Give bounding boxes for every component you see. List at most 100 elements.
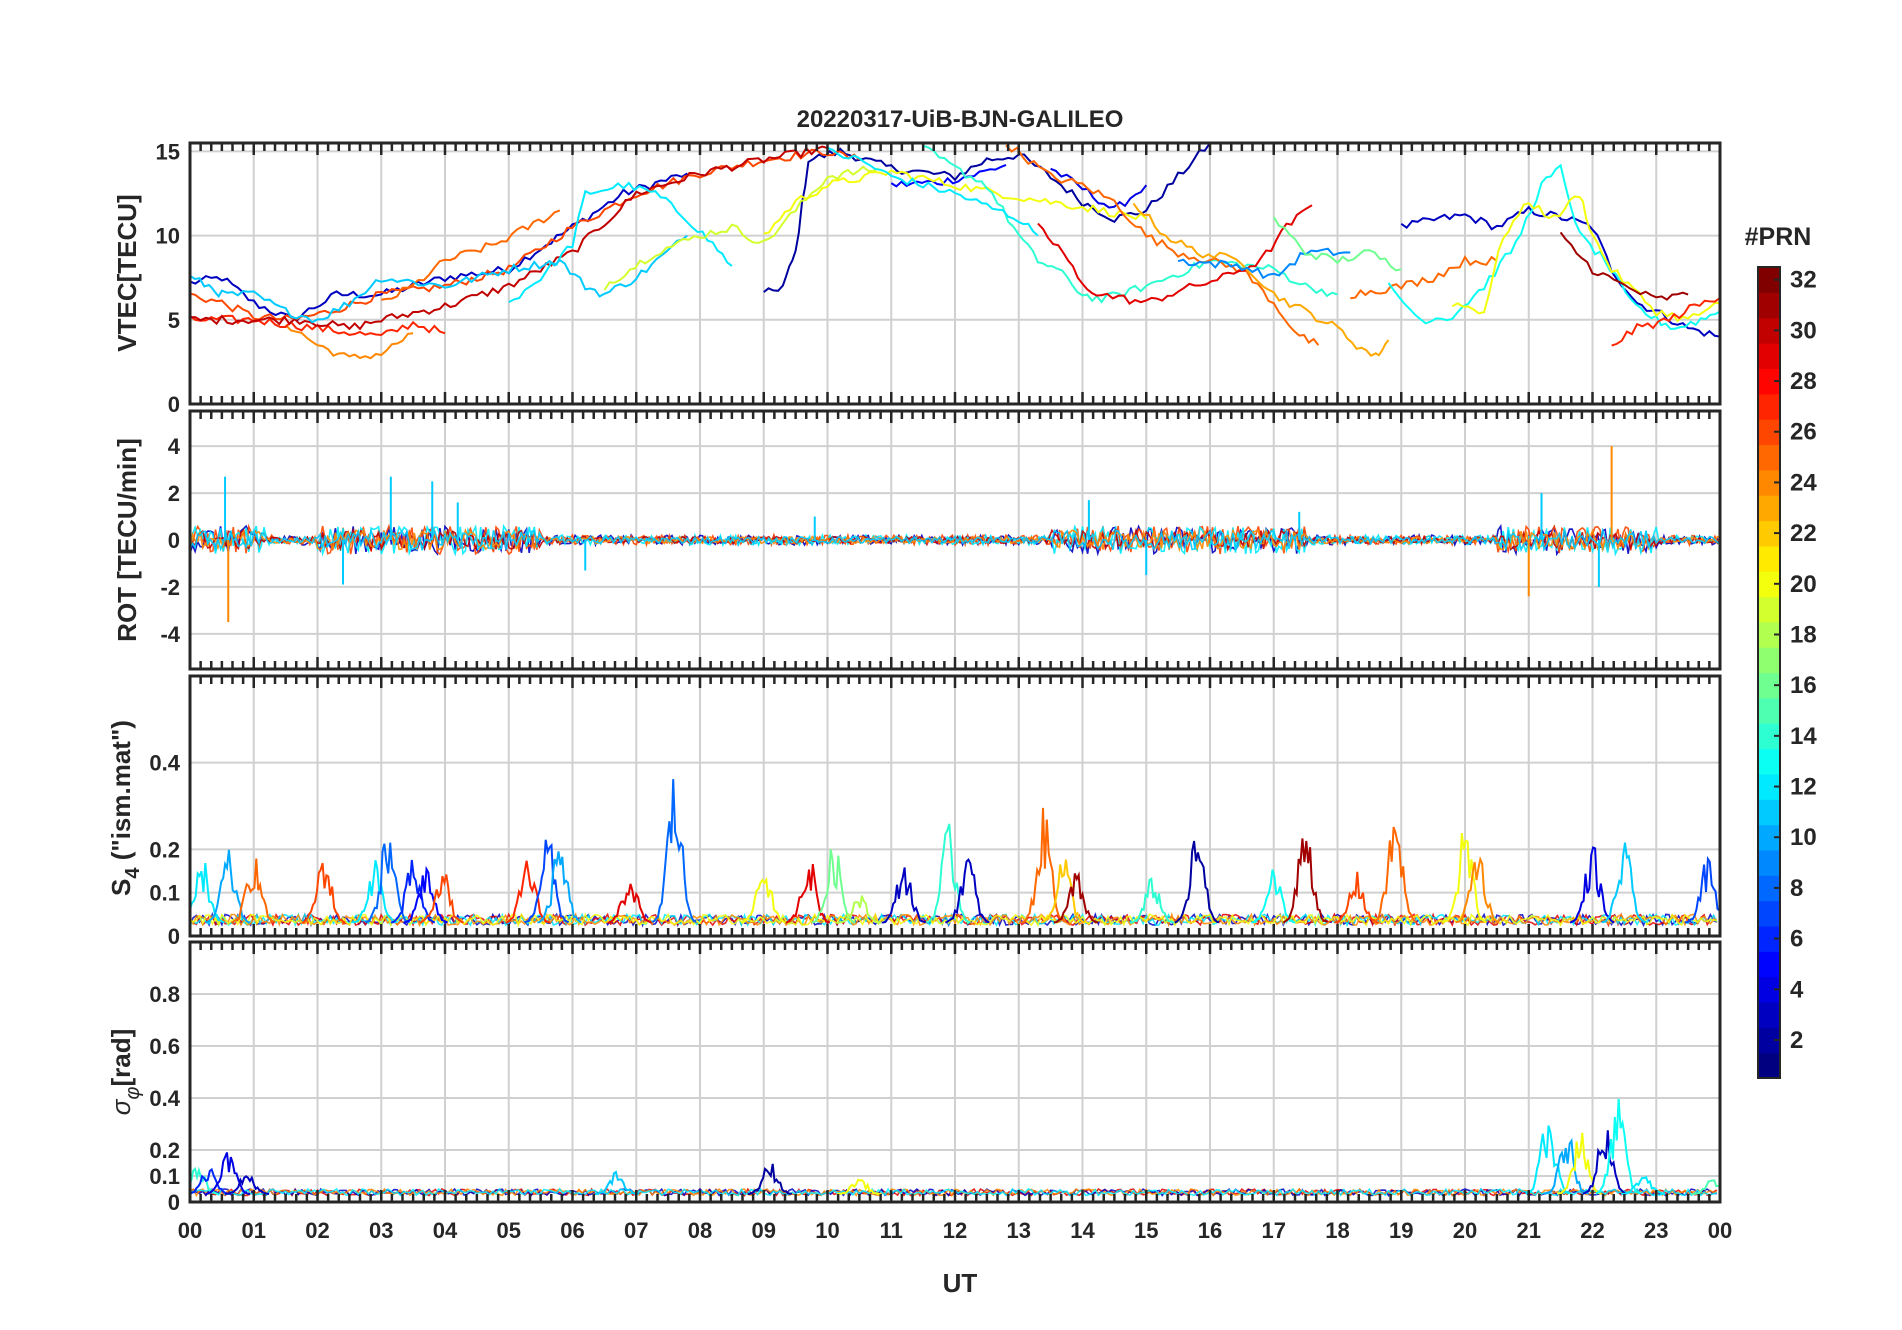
colorbar-swatch	[1758, 343, 1780, 369]
x-tick-label: 01	[242, 1218, 266, 1243]
x-tick-label: 03	[369, 1218, 393, 1243]
s4-burst	[1569, 846, 1615, 924]
x-tick-label: 08	[688, 1218, 712, 1243]
colorbar-swatch	[1758, 748, 1780, 775]
s4-burst	[811, 849, 856, 924]
s4-burst	[190, 863, 225, 924]
colorbar-swatch	[1758, 672, 1780, 699]
x-tick-label: 00	[178, 1218, 202, 1243]
vtec-series-line	[922, 144, 1338, 304]
sigma_phi-y-tick-label: 0	[168, 1190, 180, 1215]
s4-burst	[944, 858, 990, 924]
colorbar-swatch	[1758, 419, 1780, 446]
s4-burst	[741, 876, 786, 924]
sigma_phi-burst	[1544, 1137, 1590, 1195]
vtec-series-line	[1611, 297, 1720, 347]
colorbar-tick-label: 24	[1790, 469, 1817, 496]
sigma_phi-burst	[1557, 1132, 1602, 1195]
sigma_phi-burst	[594, 1170, 640, 1196]
sigma_phi-burst	[836, 1178, 882, 1196]
colorbar-swatch	[1758, 545, 1780, 572]
s4-burst	[403, 865, 448, 924]
x-tick-label: 20	[1453, 1218, 1477, 1243]
x-tick-label: 00	[1708, 1218, 1732, 1243]
s4-burst	[1372, 826, 1417, 924]
colorbar-swatch	[1758, 849, 1780, 876]
x-tick-label: 18	[1325, 1218, 1349, 1243]
colorbar-tick-label: 32	[1790, 267, 1817, 294]
x-tick-label: 21	[1517, 1218, 1541, 1243]
s4-burst	[1251, 869, 1296, 924]
colorbar-tick-label: 26	[1790, 419, 1817, 446]
colorbar-swatch	[1758, 520, 1780, 547]
sigma_phi-burst	[747, 1163, 792, 1195]
colorbar-tick-label: 28	[1790, 368, 1817, 395]
s4-burst	[537, 851, 582, 924]
sigma_phi-y-tick-label: 0.2	[149, 1138, 180, 1163]
rot-y-tick-label: 4	[168, 434, 181, 459]
s4-burst	[836, 895, 882, 924]
vtec-series-line	[1050, 167, 1148, 209]
colorbar-tick-label: 30	[1790, 317, 1817, 344]
vtec-series-line	[763, 143, 1211, 293]
vtec-series-line	[1005, 144, 1320, 346]
s4-burst	[1021, 807, 1067, 924]
x-tick-label: 04	[433, 1218, 458, 1243]
s4-burst	[1601, 842, 1647, 924]
colorbar-swatch	[1758, 495, 1780, 522]
chart-title: 20220317-UiB-BJN-GALILEO	[797, 106, 1124, 133]
colorbar-swatch	[1758, 824, 1780, 851]
rot-y-tick-label: 2	[168, 481, 180, 506]
s4-burst	[1174, 840, 1220, 924]
vtec-series-line	[603, 165, 879, 291]
s4-burst	[1282, 838, 1328, 924]
sigma_phi-y-tick-label: 0.6	[149, 1034, 180, 1059]
x-tick-label: 22	[1580, 1218, 1604, 1243]
s4-burst	[881, 867, 927, 924]
vtec-y-tick-label: 0	[168, 392, 180, 417]
colorbar-swatch	[1758, 317, 1780, 344]
s4-burst	[231, 858, 276, 924]
colorbar-swatch	[1758, 875, 1780, 902]
vtec-series-line	[1387, 163, 1720, 331]
panel-s4: 0 0.1 0.2 0.4 S4 ("ism.mat")	[106, 674, 1722, 949]
colorbar-swatch	[1758, 596, 1780, 623]
x-tick-label: 05	[497, 1218, 521, 1243]
rot-y-tick-label: -4	[160, 622, 180, 647]
x-tick-label: 06	[560, 1218, 584, 1243]
s4-burst	[926, 823, 971, 924]
s4-y-tick-label: 0.1	[149, 881, 180, 906]
s4-burst	[1442, 832, 1488, 924]
panel-vtec: 0 5 10 15 VTEC[TECU]	[112, 139, 1722, 417]
x-tick-label: 11	[880, 1218, 903, 1243]
sigma_phi-y-tick-label: 0.4	[149, 1086, 180, 1111]
x-tick-label: 19	[1389, 1218, 1413, 1243]
colorbar-tick-label: 14	[1790, 723, 1817, 750]
vtec-series-line	[190, 145, 828, 331]
sigma_phi-y-tick-label: 0.8	[149, 982, 180, 1007]
x-tick-label: 14	[1070, 1218, 1095, 1243]
colorbar-swatch	[1758, 799, 1780, 826]
vtec-series-line	[284, 324, 414, 360]
x-tick-label: 10	[815, 1218, 839, 1243]
vtec-series-line	[381, 209, 561, 301]
vtec-series-line	[190, 172, 688, 322]
colorbar-swatch	[1758, 951, 1780, 978]
s4-burst	[1455, 856, 1500, 924]
s4-burst	[1333, 871, 1379, 924]
colorbar-swatch	[1758, 621, 1780, 648]
sigma_phi-burst	[190, 1166, 219, 1195]
rot-y-tick-label: -2	[160, 575, 180, 600]
colorbar-tick-label: 8	[1790, 875, 1803, 902]
colorbar-title: #PRN	[1745, 223, 1812, 251]
sigma_phi-burst	[224, 1175, 270, 1196]
x-tick-label: 02	[305, 1218, 329, 1243]
colorbar-swatch	[1758, 1027, 1780, 1054]
sigma_phi-burst	[1525, 1125, 1570, 1195]
s4-burst	[1053, 871, 1099, 924]
s4-burst	[419, 874, 464, 924]
vtec-y-tick-label: 10	[156, 224, 180, 249]
panel-sigma-phi: 00.10.2 0.4 0.6 0.8 σφ[rad]	[106, 940, 1722, 1215]
